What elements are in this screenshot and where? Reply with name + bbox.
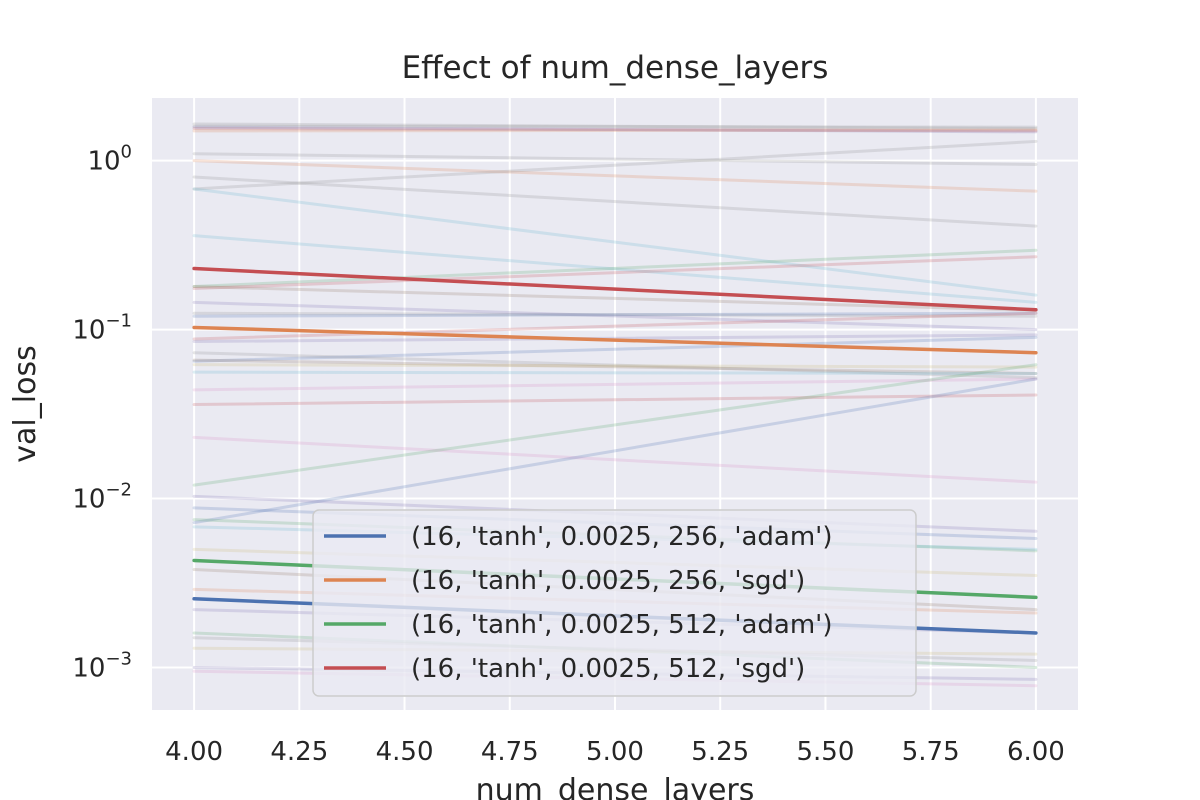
x-tick-label: 4.75 <box>481 737 539 767</box>
y-tick-label: 10−3 <box>72 648 132 683</box>
y-tick-label: 10−2 <box>72 480 132 515</box>
background-series-line <box>192 358 1038 375</box>
background-series-line <box>192 393 1038 407</box>
x-tick-labels: 4.00 4.25 4.50 4.75 5.00 5.25 5.50 5.75 6.00 <box>165 737 1065 767</box>
x-tick-label: 6.00 <box>1007 737 1065 767</box>
background-series-line <box>192 187 1038 297</box>
background-series-line <box>192 311 1038 318</box>
background-series-line <box>192 351 1038 380</box>
background-series-line <box>192 333 1038 344</box>
background-series-line <box>192 128 1038 133</box>
legend-label: (16, 'tanh', 0.0025, 512, 'adam') <box>411 610 832 640</box>
legend-box <box>312 509 917 697</box>
background-series-line <box>192 335 1038 363</box>
background-series-line <box>192 175 1038 228</box>
background-series-line <box>192 234 1038 304</box>
background-series-line <box>192 139 1038 191</box>
y-tick-labels: 100 10−1 10−2 10−3 <box>72 142 132 684</box>
background-series-line <box>192 377 1038 392</box>
x-tick-label: 4.50 <box>376 737 434 767</box>
chart-title: Effect of num_dense_layers <box>402 50 829 86</box>
series-line <box>192 325 1038 355</box>
legend-label: (16, 'tanh', 0.0025, 256, 'adam') <box>411 522 832 552</box>
y-tick-label: 10−1 <box>72 311 132 346</box>
background-series-line <box>192 363 1038 487</box>
x-axis-label: num_dense_layers <box>476 773 755 800</box>
y-axis-label: val_loss <box>8 345 43 462</box>
background-series-line <box>192 255 1038 291</box>
background-series-line <box>192 159 1038 193</box>
y-tick-label: 100 <box>87 142 132 177</box>
series-line <box>192 266 1038 312</box>
background-series-line <box>192 311 1038 318</box>
x-tick-label: 5.50 <box>797 737 855 767</box>
legend-label: (16, 'tanh', 0.0025, 256, 'sgd') <box>411 566 805 596</box>
background-series-line <box>192 311 1038 341</box>
background-series-line <box>192 124 1038 129</box>
background-series-line <box>192 377 1038 525</box>
legend: (16, 'tanh', 0.0025, 256, 'adam') (16, 't… <box>312 509 917 697</box>
background-series-line <box>192 248 1038 288</box>
x-tick-label: 5.75 <box>902 737 960 767</box>
legend-label: (16, 'tanh', 0.0025, 512, 'sgd') <box>411 654 805 684</box>
background-series-line <box>192 122 1038 131</box>
background-series-line <box>192 152 1038 166</box>
background-series-line <box>192 284 1038 312</box>
background-series-line <box>192 435 1038 484</box>
grid <box>152 98 1078 710</box>
x-tick-label: 5.00 <box>586 737 644 767</box>
background-series-line <box>192 363 1038 369</box>
background-series-line <box>192 127 1038 133</box>
background-series-line <box>192 125 1038 134</box>
background-series-line <box>192 300 1038 332</box>
x-tick-label: 5.25 <box>691 737 749 767</box>
background-series-line <box>192 370 1038 375</box>
x-tick-label: 4.00 <box>165 737 223 767</box>
x-tick-label: 4.25 <box>270 737 328 767</box>
